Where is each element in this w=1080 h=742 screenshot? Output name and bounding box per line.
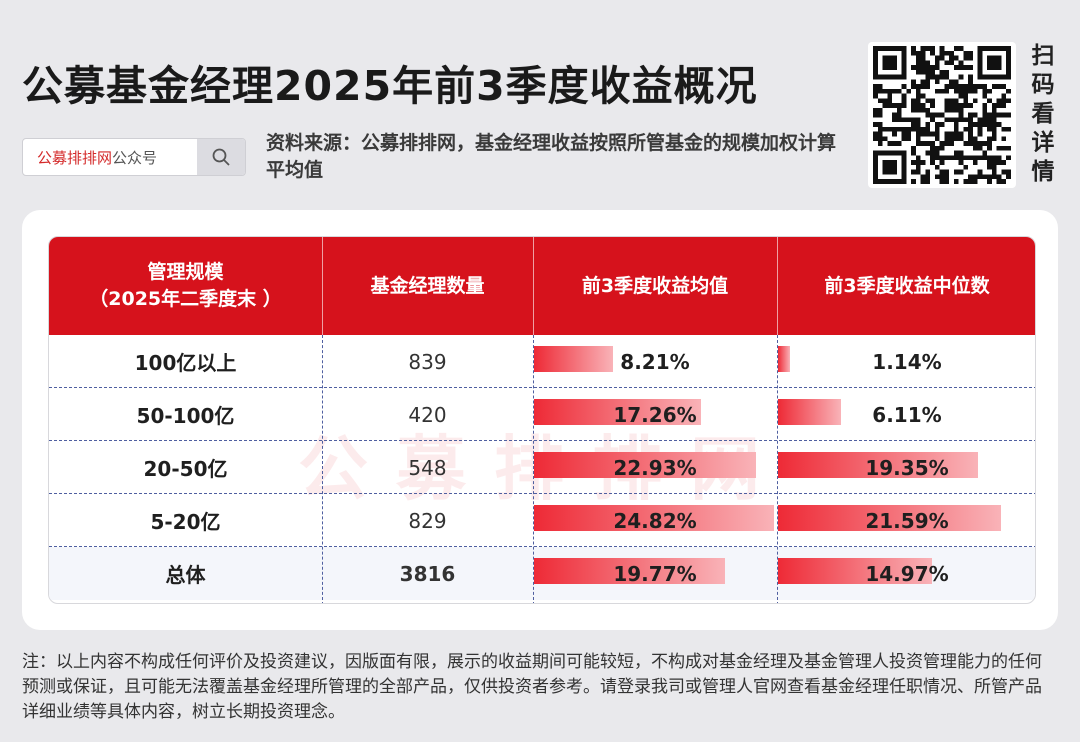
table-row: 5-20亿 829 24.82% 21.59% — [49, 494, 1035, 547]
row-separator — [49, 546, 1035, 547]
mean-return-bar — [534, 346, 613, 372]
page-title: 公募基金经理2025年前3季度收益概况 — [22, 62, 758, 110]
search-icon — [212, 148, 230, 166]
mean-return-bar — [534, 505, 774, 531]
data-source-note: 资料来源：公募排排网，基金经理收益按照所管基金的规模加权计算平均值 — [266, 132, 837, 181]
mean-return-label: 24.82% — [613, 508, 697, 533]
median-return-bar — [778, 558, 932, 584]
mean-return-bar — [534, 452, 756, 478]
search-box[interactable]: 公募排排网公众号 — [22, 138, 246, 176]
manager-count-cell: 829 — [408, 508, 447, 533]
median-return-label: 6.11% — [872, 402, 942, 427]
mean-return-label: 22.93% — [613, 455, 697, 480]
table-row: 总体 3816 19.77% 14.97% — [49, 547, 1035, 600]
scale-cell: 50-100亿 — [136, 404, 235, 428]
row-separator — [49, 440, 1035, 441]
scale-cell: 100亿以上 — [134, 351, 237, 375]
table-card: 公募排排网 管理规模（2025年二季度末 ）基金经理数量前3季度收益均值前3季度… — [22, 210, 1058, 630]
search-suffix: 公众号 — [112, 148, 158, 167]
col-header-median: 前3季度收益中位数 — [824, 274, 990, 297]
scan-char: 看 — [1031, 101, 1055, 127]
scale-cell: 总体 — [165, 563, 206, 587]
column-divider — [322, 335, 323, 603]
header-divider — [533, 237, 534, 335]
scan-for-details-text: 扫 码 看 详 情 — [1026, 42, 1060, 187]
column-divider — [777, 335, 778, 603]
table-row: 100亿以上 839 8.21% 1.14% — [49, 335, 1035, 388]
table-row: 50-100亿 420 17.26% 6.11% — [49, 388, 1035, 441]
returns-table: 公募排排网 管理规模（2025年二季度末 ）基金经理数量前3季度收益均值前3季度… — [48, 236, 1036, 604]
search-brand: 公募排排网 — [37, 148, 113, 167]
col-header-count: 基金经理数量 — [370, 274, 485, 297]
median-return-label: 14.97% — [865, 561, 949, 586]
manager-count-cell: 839 — [408, 349, 447, 374]
table-header: 管理规模 （2025年二季度末 ） 基金经理数量 前3季度收益均值 前3季度收益中位数 — [49, 237, 1035, 335]
median-return-label: 21.59% — [865, 508, 949, 533]
manager-count-cell: 548 — [408, 455, 447, 480]
col-header-scale: 管理规模 （2025年二季度末 ） — [89, 261, 282, 310]
column-divider — [533, 335, 534, 603]
manager-count-cell: 420 — [408, 402, 447, 427]
median-return-label: 1.14% — [872, 349, 942, 374]
header-divider — [322, 237, 323, 335]
median-return-bar — [778, 505, 1001, 531]
header-divider — [777, 237, 778, 335]
median-return-label: 19.35% — [865, 455, 949, 480]
mean-return-label: 17.26% — [613, 402, 697, 427]
scan-char: 情 — [1031, 159, 1055, 185]
median-return-bar — [778, 399, 841, 425]
scale-cell: 20-50亿 — [143, 457, 228, 481]
manager-count-cell: 3816 — [399, 561, 456, 586]
scan-char: 扫 — [1031, 43, 1055, 69]
mean-return-label: 19.77% — [613, 561, 697, 586]
qr-code[interactable] — [868, 42, 1016, 188]
median-return-bar — [778, 346, 790, 372]
search-label: 公募排排网公众号 — [23, 147, 197, 168]
table-row: 20-50亿 548 22.93% 19.35% — [49, 441, 1035, 494]
mean-return-bar — [534, 399, 701, 425]
search-button[interactable] — [197, 139, 245, 175]
mean-return-bar — [534, 558, 725, 584]
qr-code-icon — [873, 46, 1011, 184]
scan-char: 码 — [1031, 72, 1055, 98]
scale-cell: 5-20亿 — [150, 510, 221, 534]
row-separator — [49, 493, 1035, 494]
mean-return-label: 8.21% — [620, 349, 690, 374]
median-return-bar — [778, 452, 978, 478]
col-header-mean: 前3季度收益均值 — [581, 274, 729, 297]
row-separator — [49, 387, 1035, 388]
disclaimer-note: 注：以上内容不构成任何评价及投资建议，因版面有限，展示的收益期间可能较短，不构成… — [22, 652, 1042, 722]
scan-char: 详 — [1031, 130, 1055, 156]
